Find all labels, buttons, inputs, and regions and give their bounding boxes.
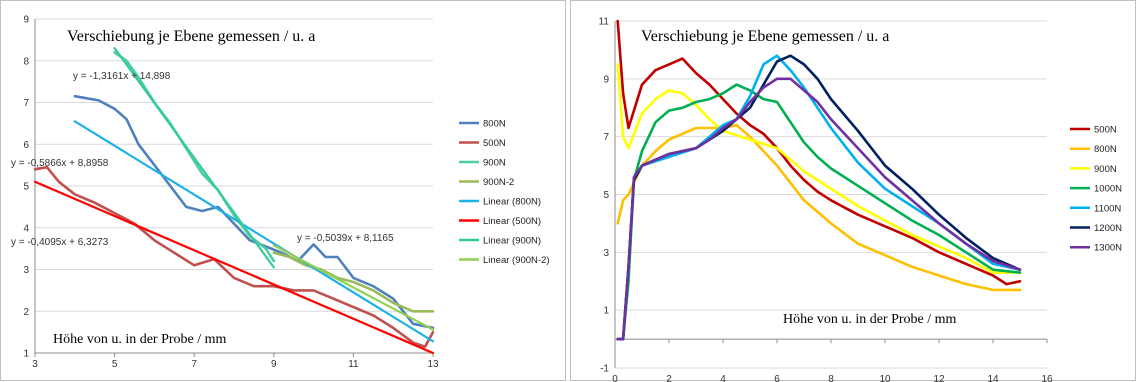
x-tick-label-3: 9 (271, 359, 277, 370)
legend-label-0: 500N (1094, 125, 1117, 136)
y-tick-label-5: 6 (23, 140, 29, 151)
y-tick-label-0: -1 (600, 364, 609, 375)
trendline-equation-2: y = -0,4095x + 6,3273 (11, 237, 109, 248)
x-tick-label-0: 3 (32, 359, 38, 370)
x-tick-label-1: 2 (666, 374, 672, 382)
y-tick-label-7: 8 (23, 56, 29, 67)
legend-label-3: 1000N (1094, 184, 1122, 195)
series-line-linear-900n-2- (272, 244, 435, 331)
line-chart-right: -1 1 3 5 7 9 11 0 2 4 6 8 10 12 14 16 500N 800N 900N 1000N 1… (599, 17, 1123, 382)
x-tick-label-7: 14 (987, 374, 999, 382)
series-line-linear-800n- (73, 120, 435, 343)
x-tick-label-5: 13 (427, 359, 439, 370)
x-tick-label-2: 7 (191, 359, 197, 370)
series-line-800n (616, 123, 1022, 292)
legend-label-7: Linear (900N-2) (483, 255, 550, 266)
x-tick-label-4: 8 (828, 374, 834, 382)
series-line-linear-900n- (113, 47, 275, 269)
series-line-500n (33, 165, 435, 348)
legend-label-4: Linear (800N) (483, 197, 541, 208)
y-tick-label-4: 5 (23, 182, 29, 193)
y-tick-label-1: 1 (603, 306, 609, 317)
trendline-equation-3: y = -0,5039x + 8,1165 (297, 233, 394, 244)
x-tick-label-1: 5 (112, 359, 118, 370)
series-line-900n-2 (272, 251, 435, 313)
legend-label-4: 1100N (1094, 203, 1121, 214)
series-line-linear-500n- (33, 180, 435, 355)
x-tick-label-4: 11 (348, 359, 359, 370)
chart-title: Verschiebung je Ebene gemessen / u. a (641, 28, 889, 45)
legend-label-5: 1200N (1094, 223, 1122, 234)
series-line-800n (73, 94, 435, 330)
chart-panel-right: -1 1 3 5 7 9 11 0 2 4 6 8 10 12 14 16 500N 800N 900N 1000N 1… (570, 0, 1136, 382)
legend-label-0: 800N (483, 119, 506, 130)
x-axis-label: Höhe von u. in der Probe / mm (783, 312, 957, 327)
x-tick-label-6: 12 (933, 374, 945, 382)
y-tick-label-5: 9 (603, 74, 609, 85)
legend-label-2: 900N (483, 158, 506, 169)
y-tick-label-4: 7 (603, 132, 609, 143)
line-chart-left: 1 2 3 4 5 6 7 8 9 3 5 7 9 11 13 800N 500N 900N 900N-2 Linea… (11, 15, 550, 371)
x-tick-label-5: 10 (879, 374, 891, 382)
x-axis-label: Höhe von u. in der Probe / mm (53, 332, 227, 347)
legend-label-1: 500N (483, 138, 506, 149)
legend-label-1: 800N (1094, 144, 1117, 155)
chart-title: Verschiebung je Ebene gemessen / u. a (67, 28, 315, 45)
y-tick-label-6: 7 (23, 98, 29, 109)
trendline-equation-0: y = -1,3161x + 14,898 (73, 71, 171, 82)
legend-label-6: Linear (900N) (483, 236, 541, 247)
trendline-equation-1: y = -0,5866x + 8,8958 (11, 158, 109, 169)
chart-panel-left: 1 2 3 4 5 6 7 8 9 3 5 7 9 11 13 800N 500N 900N 900N-2 Linea… (0, 0, 566, 381)
y-tick-label-6: 11 (599, 17, 610, 28)
series-line-1100n (616, 54, 1022, 341)
y-tick-label-3: 4 (23, 223, 29, 234)
y-tick-label-1: 2 (23, 307, 29, 318)
y-tick-label-2: 3 (603, 248, 609, 259)
legend-label-5: Linear (500N) (483, 216, 541, 227)
y-tick-label-0: 1 (23, 349, 29, 360)
legend-label-6: 1300N (1094, 243, 1122, 254)
legend-label-3: 900N-2 (483, 177, 514, 188)
x-tick-label-3: 6 (774, 374, 780, 382)
series-line-1300n (616, 77, 1022, 341)
x-tick-label-0: 0 (612, 374, 618, 382)
y-tick-label-2: 3 (23, 265, 29, 276)
legend-label-2: 900N (1094, 164, 1117, 175)
series-line-500n (616, 19, 1022, 286)
x-tick-label-8: 16 (1041, 374, 1053, 382)
y-tick-label-8: 9 (23, 15, 29, 26)
series-line-1200n (616, 54, 1022, 341)
series-line-900n (616, 63, 1022, 274)
y-tick-label-3: 5 (603, 190, 609, 201)
x-tick-label-2: 4 (720, 374, 726, 382)
